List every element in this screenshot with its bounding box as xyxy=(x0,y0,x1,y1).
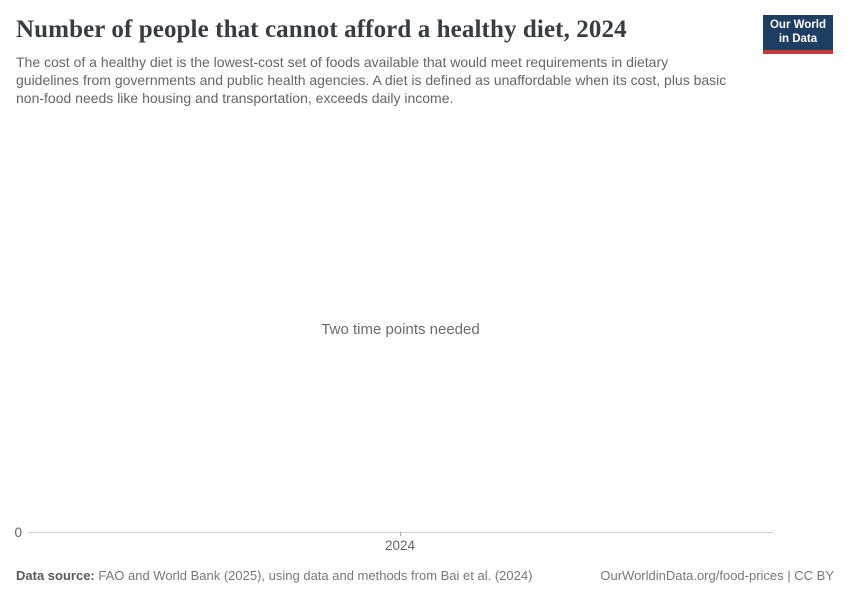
chart-footer: Data source: FAO and World Bank (2025), … xyxy=(16,568,834,583)
data-source-text: FAO and World Bank (2025), using data an… xyxy=(94,568,533,583)
citation-link[interactable]: OurWorldinData.org/food-prices | CC BY xyxy=(600,568,834,583)
y-axis-tick-label: 0 xyxy=(14,525,22,540)
empty-state-message: Two time points needed xyxy=(321,321,480,338)
owid-logo-line2: in Data xyxy=(778,32,818,45)
data-source-label: Data source: xyxy=(16,568,95,583)
data-source-note[interactable]: Data source: FAO and World Bank (2025), … xyxy=(16,568,532,583)
x-axis-tick-mark xyxy=(400,532,401,536)
owid-logo-line1: Our World xyxy=(769,19,826,31)
chart-title: Number of people that cannot afford a he… xyxy=(16,16,627,43)
chart-subtitle: The cost of a healthy diet is the lowest… xyxy=(16,54,727,106)
x-axis-tick-label: 2024 xyxy=(384,538,416,553)
owid-logo[interactable]: Our World in Data xyxy=(762,15,833,54)
